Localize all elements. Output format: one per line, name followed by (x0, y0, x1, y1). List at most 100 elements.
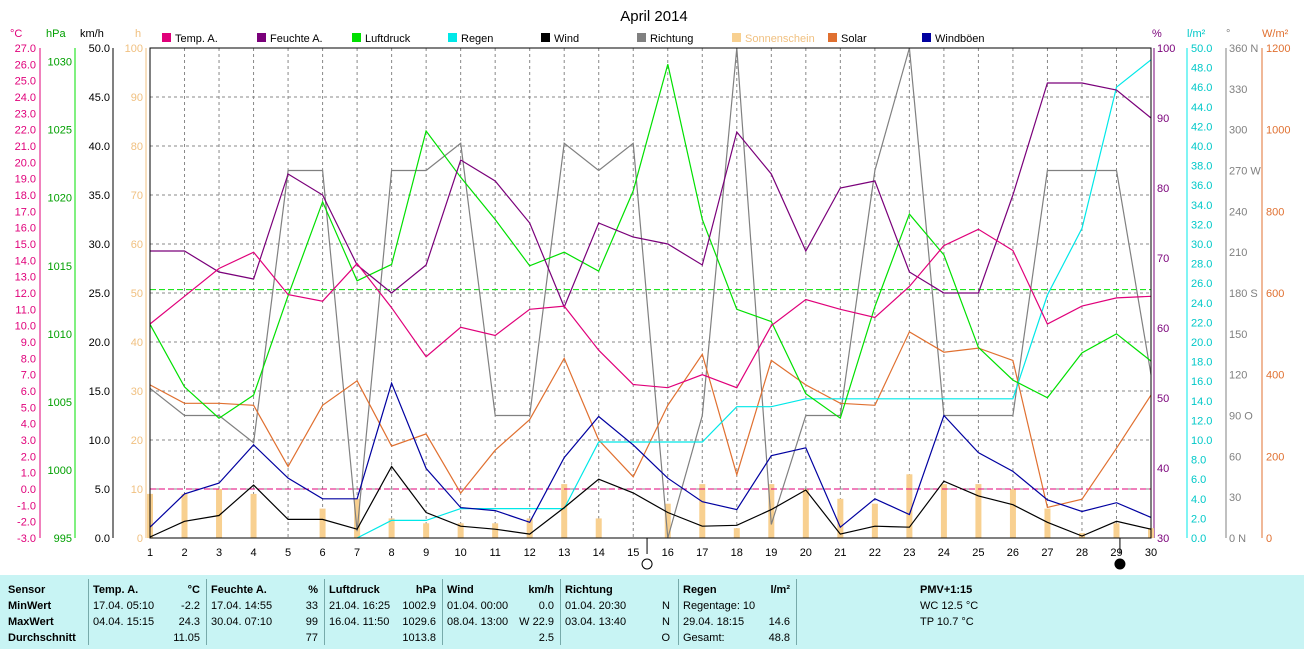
sunshine-bar (181, 493, 188, 538)
day-tick: 1 (147, 547, 153, 559)
temp-tick: 12.0 (15, 288, 36, 300)
day-tick: 2 (181, 547, 187, 559)
sunshine-bar (388, 518, 395, 538)
rain-tick: 2.0 (1191, 513, 1206, 525)
sun-tick: 40 (131, 337, 143, 349)
day-tick: 3 (216, 547, 222, 559)
rain-tick: 14.0 (1191, 396, 1212, 408)
temp-tick: -2.0 (17, 517, 36, 529)
day-tick: 28 (1076, 547, 1088, 559)
wind-tick: 50.0 (89, 43, 110, 55)
humidity-tick: 80 (1157, 183, 1169, 195)
temp-tick: 5.0 (21, 402, 36, 414)
sunshine-bar (940, 484, 947, 538)
temp-tick: 20.0 (15, 157, 36, 169)
stats-hum-avg-val: 77 (305, 632, 318, 644)
stats-wind-max-val: W 22.9 (519, 616, 554, 628)
stats-temp-min-val: -2.2 (181, 600, 200, 612)
new-moon-icon (1114, 558, 1126, 570)
moon-markers (641, 538, 1126, 570)
stats-unit-humidity: % (308, 584, 318, 596)
stats-hum-max-val: 99 (305, 616, 318, 628)
day-tick: 27 (1041, 547, 1053, 559)
stats-rain-total-val: 48.8 (768, 632, 790, 644)
direction-tick: 180 S (1229, 288, 1258, 300)
legend-label: Regen (461, 33, 493, 45)
legend-swatch (448, 33, 457, 42)
day-tick: 4 (250, 547, 256, 559)
sunshine-bar (595, 518, 602, 538)
rain-tick: 46.0 (1191, 82, 1212, 94)
pressure-tick: 1010 (48, 329, 72, 341)
temp-tick: 16.0 (15, 223, 36, 235)
sun-tick: 90 (131, 92, 143, 104)
humidity-unit-label: % (1152, 28, 1162, 40)
stats-header-pmv: PMV+1:15 (920, 584, 973, 596)
stats-header-wind: Wind (447, 584, 474, 596)
series-line-temp-a- (149, 228, 1152, 389)
stats-col-rain: Regen l/m² Regentage: 10 29.04. 18:15 14.6… (678, 575, 796, 649)
rain-tick: 10.0 (1191, 435, 1212, 447)
pressure-tick: 995 (54, 533, 72, 545)
rain-tick: 16.0 (1191, 376, 1212, 388)
sunshine-bar (871, 503, 878, 538)
rain-tick: 42.0 (1191, 121, 1212, 133)
stats-press-min-when: 21.04. 16:25 (329, 600, 391, 612)
rain-tick: 26.0 (1191, 278, 1212, 290)
stats-header-rain: Regen (683, 584, 717, 596)
rain-tick: 38.0 (1191, 161, 1212, 173)
sunshine-bars (147, 474, 1154, 538)
sunshine-bar (319, 508, 326, 538)
sunshine-bar (906, 474, 913, 538)
sunshine-bar (699, 484, 706, 538)
temp-tick: 15.0 (15, 239, 36, 251)
legend-label: Wind (554, 33, 579, 45)
direction-tick: 0 N (1229, 533, 1246, 545)
stats-col-humidity: Feuchte A.% 17.04. 14:55 33 30.04. 07:10 9… (206, 575, 324, 649)
humidity-tick: 100 (1157, 43, 1175, 55)
stats-temp-min-when: 17.04. 05:10 (93, 600, 155, 612)
stats-col-pressure: Luftdruck hPa 21.04. 16:25 1002.9 16.04. 1… (324, 575, 442, 649)
sunshine-bar (802, 489, 809, 538)
sunshine-bar (733, 528, 740, 538)
stats-rain-days: Regentage: 10 (683, 600, 756, 612)
stats-unit-temp: °C (187, 584, 200, 596)
rain-tick: 4.0 (1191, 494, 1206, 506)
sunshine-bar (423, 523, 430, 538)
sunshine-bar (561, 484, 568, 538)
stats-pmv-tp: TP 10.7 °C (920, 616, 974, 628)
pressure-unit-label: hPa (46, 28, 66, 40)
direction-tick: 210 (1229, 247, 1247, 259)
stats-unit-rain: l/m² (770, 584, 790, 596)
sunshine-bar (1113, 523, 1120, 538)
temp-tick: 26.0 (15, 59, 36, 71)
sun-tick: 70 (131, 190, 143, 202)
axis-ticks: 27.026.025.024.023.022.021.020.019.018.0… (15, 43, 1291, 559)
rain-tick: 30.0 (1191, 239, 1212, 251)
series-line-windb-en (149, 381, 1152, 529)
humidity-tick: 40 (1157, 463, 1169, 475)
stats-unit-wind: km/h (528, 584, 554, 596)
day-tick: 19 (765, 547, 777, 559)
series-line-luftdruck (149, 64, 1152, 420)
sunshine-bar (975, 484, 982, 538)
rain-tick: 28.0 (1191, 259, 1212, 271)
temp-tick: 10.0 (15, 321, 36, 333)
wind-tick: 5.0 (95, 484, 110, 496)
wind-tick: 15.0 (89, 386, 110, 398)
temp-tick: 11.0 (15, 304, 36, 316)
temp-tick: -1.0 (17, 500, 36, 512)
direction-tick: 240 (1229, 206, 1247, 218)
legend-label: Solar (841, 33, 867, 45)
day-tick: 13 (558, 547, 570, 559)
sun-unit-label: h (135, 28, 141, 40)
day-tick: 5 (285, 547, 291, 559)
stats-col-sensor: Sensor MinWert MaxWert Durchschnitt (0, 575, 88, 649)
day-tick: 21 (834, 547, 846, 559)
sunshine-bar (526, 518, 533, 538)
direction-unit-label: ° (1226, 28, 1230, 40)
rain-tick: 48.0 (1191, 63, 1212, 75)
stats-wind-min-val: 0.0 (538, 600, 554, 612)
pressure-tick: 1030 (48, 57, 72, 69)
direction-tick: 30 (1229, 492, 1241, 504)
